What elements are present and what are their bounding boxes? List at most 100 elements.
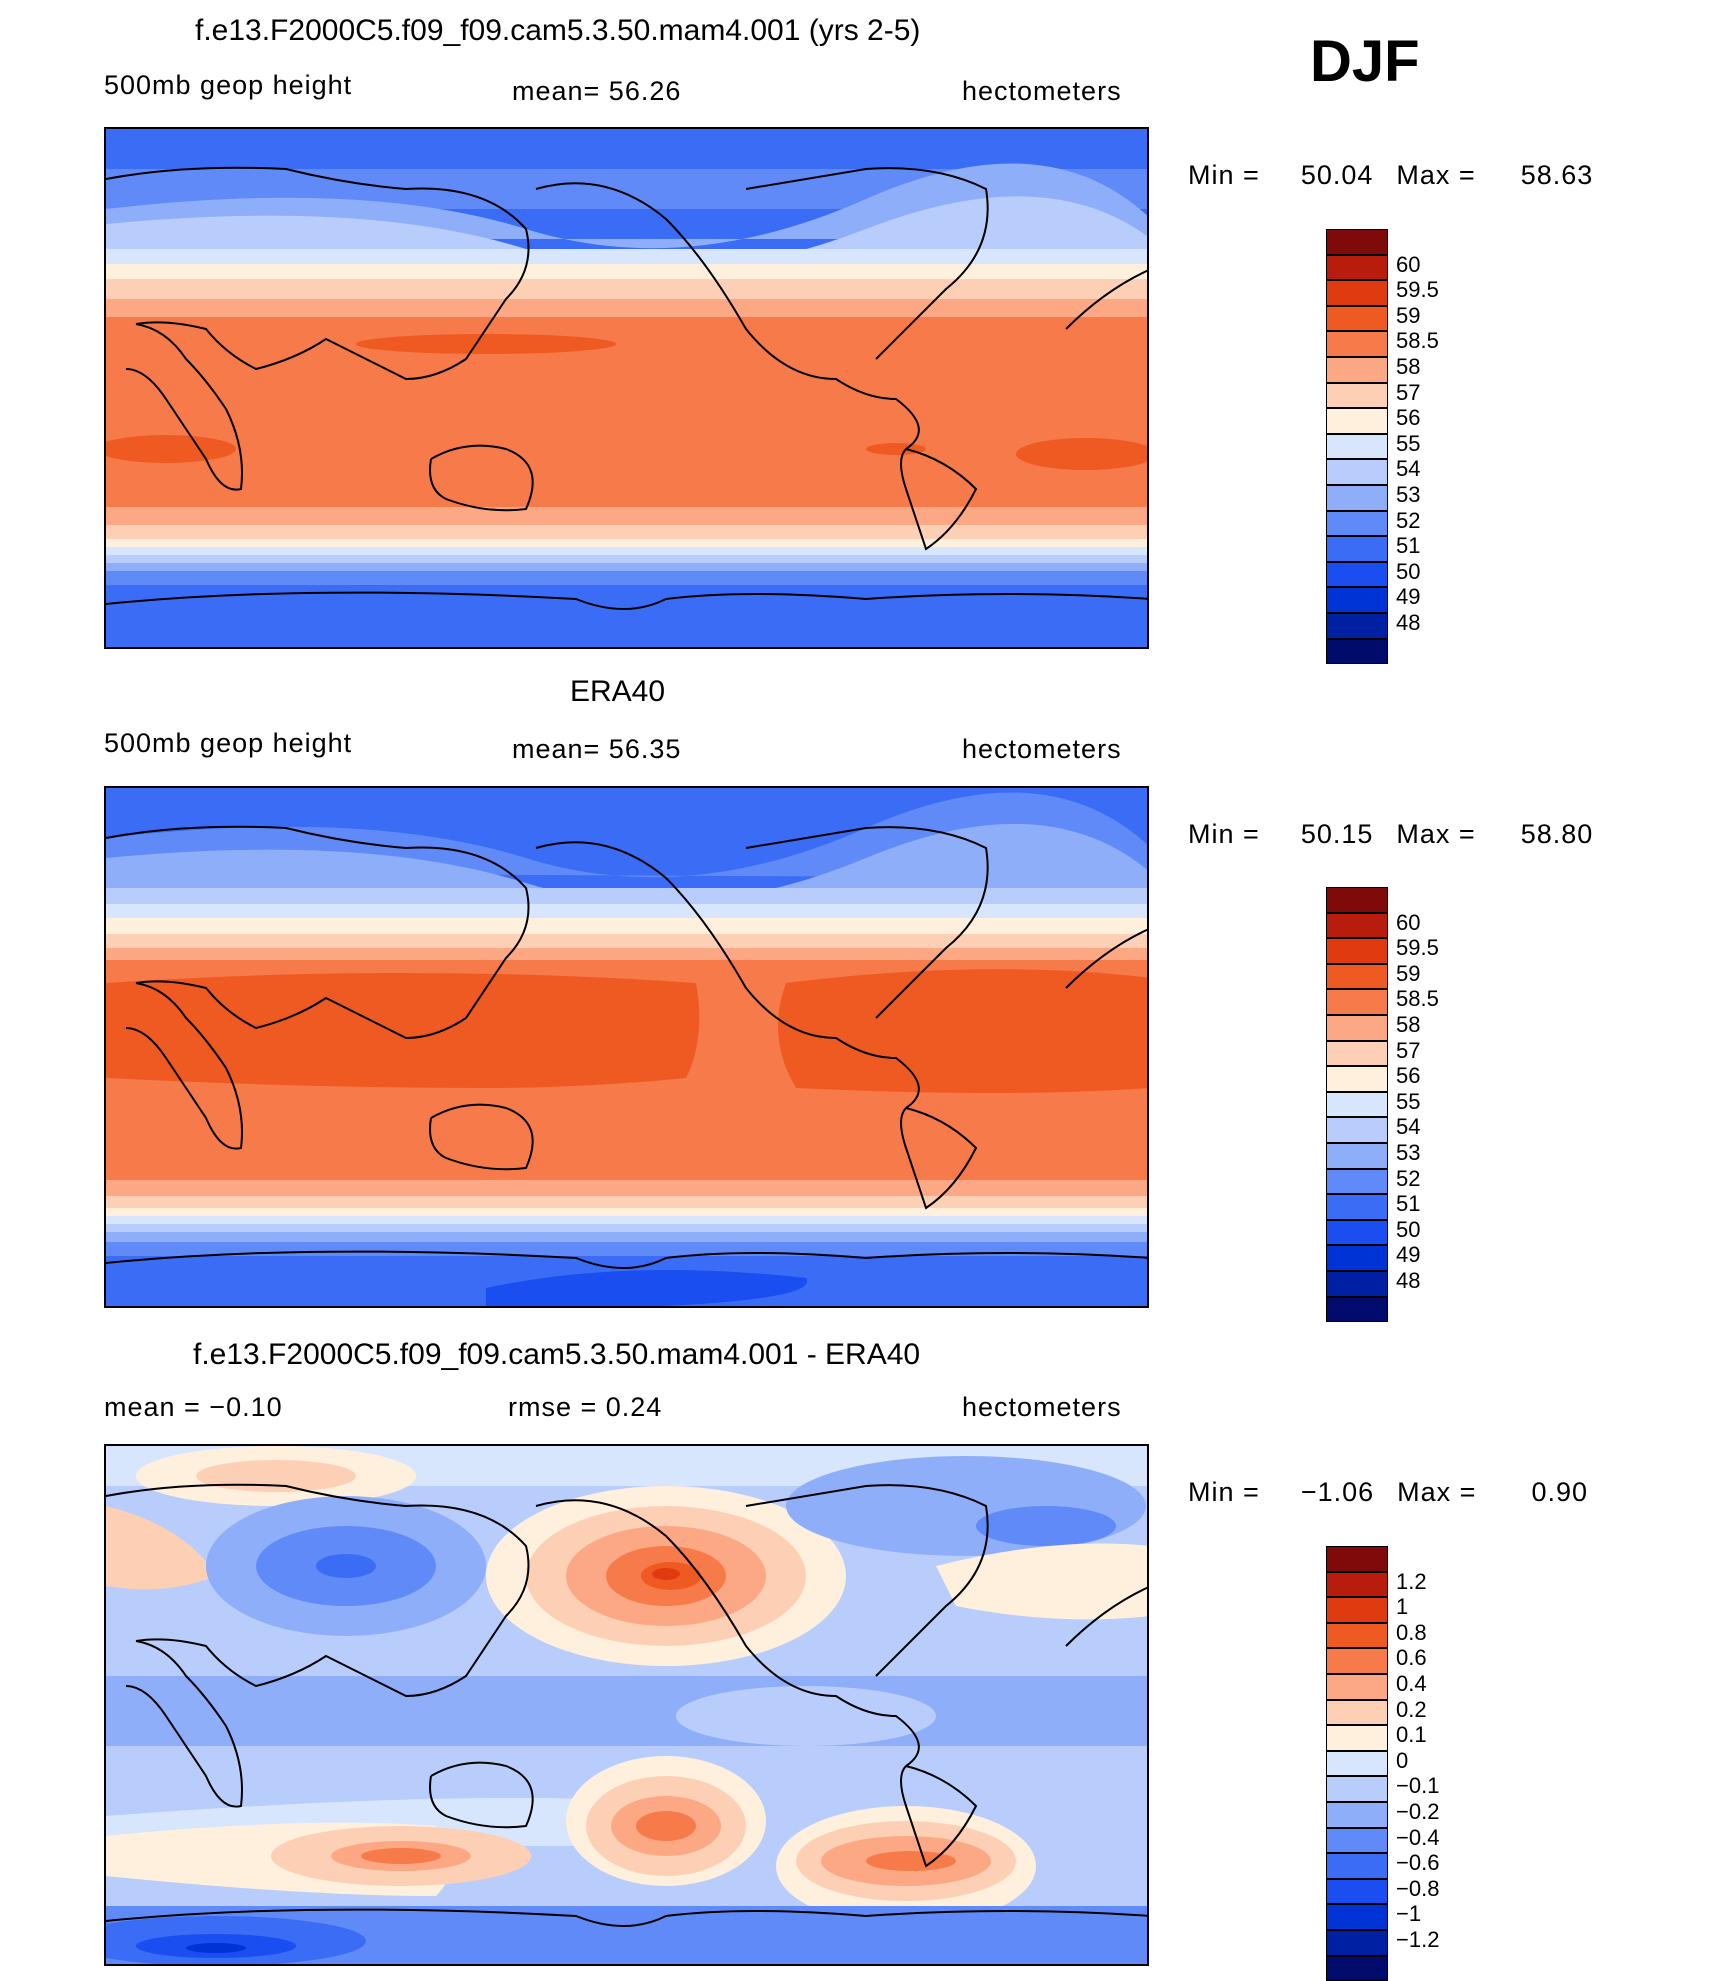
panel-1-max-label: Max = [1396, 160, 1476, 190]
colorbar-tick-label: 58 [1396, 354, 1421, 379]
panel-1-map [104, 127, 1149, 649]
colorbar-tick-label: 0 [1396, 1747, 1409, 1773]
colorbar-swatch [1326, 1904, 1388, 1930]
colorbar-swatch [1326, 989, 1388, 1015]
panel-2-max-label: Max = [1396, 819, 1476, 849]
colorbar-tick-label: 55 [1396, 1088, 1421, 1114]
panel-2-colorbar: 60 59.5 59 58.5 58 57 56 55 54 53 52 51 50 49 48 [1326, 887, 1439, 1323]
colorbar-swatch [1326, 408, 1388, 434]
colorbar-tick-label: 49 [1396, 1242, 1421, 1268]
panel-1-title: f.e13.F2000C5.f09_f09.cam5.3.50.mam4.001… [195, 14, 921, 47]
colorbar-tick-label: 49 [1396, 584, 1421, 610]
panel-2-variable-label: 500mb geop height [104, 728, 353, 758]
colorbar-swatch [1326, 1802, 1388, 1828]
panel-3-minmax: Min = −1.06 Max = 0.90 [1188, 1477, 1588, 1508]
panel-2-minmax: Min = 50.15 Max = 58.80 [1188, 819, 1593, 850]
colorbar-tick-label: 53 [1396, 482, 1421, 507]
colorbar-tick-label: −0.4 [1396, 1824, 1440, 1850]
colorbar-swatch [1326, 1725, 1388, 1751]
colorbar-tick-label: 51 [1396, 1191, 1421, 1217]
colorbar-swatch [1326, 485, 1388, 511]
colorbar-swatch [1326, 1930, 1388, 1956]
colorbar-swatch [1326, 1750, 1388, 1777]
colorbar-swatch [1326, 1117, 1388, 1143]
colorbar-tick-label: 48 [1396, 1268, 1421, 1293]
colorbar-swatch [1326, 963, 1388, 990]
colorbar-swatch [1326, 1296, 1388, 1323]
colorbar-swatch [1326, 638, 1388, 665]
panel-1-minmax: Min = 50.04 Max = 58.63 [1188, 160, 1593, 191]
colorbar-tick-label: 52 [1396, 1165, 1421, 1191]
panel-3-min-label: Min = [1188, 1477, 1260, 1507]
colorbar-swatch [1326, 305, 1388, 332]
colorbar-swatch [1326, 1776, 1388, 1802]
colorbar-tick-label: 53 [1396, 1140, 1421, 1165]
colorbar-swatch [1326, 1091, 1388, 1118]
colorbar-swatch [1326, 938, 1388, 964]
panel-2-mean-label: mean= 56.35 [512, 734, 682, 764]
colorbar-swatch [1326, 561, 1388, 588]
panel-3-max-label: Max = [1397, 1477, 1477, 1507]
colorbar-tick-label: 58.5 [1396, 328, 1439, 354]
colorbar-swatch [1326, 1853, 1388, 1879]
panel-3-title: f.e13.F2000C5.f09_f09.cam5.3.50.mam4.001… [193, 1338, 921, 1371]
colorbar-swatch [1326, 1571, 1388, 1598]
colorbar-tick-label: 59.5 [1396, 277, 1439, 303]
panel-1-colorbar: 60 59.5 59 58.5 58 57 56 55 54 53 52 51 50 49 48 [1326, 229, 1439, 665]
colorbar-swatch [1326, 1168, 1388, 1195]
colorbar-swatch [1326, 1143, 1388, 1169]
panel-3-mean-label: mean = −0.10 [104, 1392, 283, 1422]
colorbar-tick-label: −0.6 [1396, 1850, 1440, 1876]
colorbar-swatch [1326, 331, 1388, 357]
panel-3-colorbar: 1.2 1 0.8 0.6 0.4 0.2 0.1 0 −0.1 −0.2 −0.4 −0.6 −0.8… [1326, 1546, 1439, 1981]
colorbar-swatch [1326, 1245, 1388, 1271]
colorbar-tick-label: 58.5 [1396, 986, 1439, 1012]
colorbar-tick-label: 59 [1396, 960, 1421, 986]
colorbar-swatch [1326, 1878, 1388, 1905]
colorbar-tick-label: 57 [1396, 379, 1421, 405]
season-label: DJF [1310, 29, 1420, 94]
colorbar-swatch [1326, 1271, 1388, 1297]
colorbar-tick-label: 0.2 [1396, 1696, 1427, 1722]
colorbar-tick-label: 1.2 [1396, 1568, 1427, 1594]
colorbar-swatch [1326, 1622, 1388, 1649]
panel-1-units-label: hectometers [962, 76, 1122, 106]
panel-1-contour-field [106, 129, 1147, 647]
colorbar-tick-label: 0.4 [1396, 1671, 1427, 1696]
colorbar-tick-label: 59.5 [1396, 935, 1439, 961]
colorbar-tick-label: 1 [1396, 1594, 1409, 1620]
panel-3-units-label: hectometers [962, 1392, 1122, 1422]
panel-1-max-value: 58.63 [1520, 160, 1594, 190]
panel-2-min-value: 50.15 [1300, 819, 1374, 849]
panel-3-coastlines [106, 1483, 1147, 1927]
colorbar-tick-label: 60 [1396, 251, 1421, 277]
colorbar-swatch [1326, 1674, 1388, 1700]
colorbar-swatch [1326, 1040, 1388, 1067]
colorbar-swatch [1326, 613, 1388, 639]
colorbar-tick-label: −0.8 [1396, 1875, 1440, 1901]
colorbar-swatch [1326, 510, 1388, 537]
colorbar-tick-label: −0.2 [1396, 1799, 1440, 1824]
colorbar-tick-label: 50 [1396, 1216, 1421, 1242]
colorbar-tick-label: 48 [1396, 610, 1421, 635]
panel-2-units-label: hectometers [962, 734, 1122, 764]
panel-1-coastlines [106, 166, 1147, 610]
colorbar-swatch [1326, 280, 1388, 306]
colorbar-tick-label: 52 [1396, 507, 1421, 533]
panel-3-min-value: −1.06 [1300, 1477, 1375, 1507]
panel-1-min-label: Min = [1188, 160, 1260, 190]
colorbar-swatch [1326, 1194, 1388, 1220]
colorbar-tick-label: 54 [1396, 456, 1421, 482]
colorbar-swatch [1326, 1015, 1388, 1041]
colorbar-tick-label: 54 [1396, 1114, 1421, 1140]
colorbar-swatch [1326, 536, 1388, 562]
colorbar-swatch [1326, 1597, 1388, 1623]
colorbar-tick-label: 0.6 [1396, 1645, 1427, 1671]
colorbar-swatch [1326, 1699, 1388, 1726]
colorbar-swatch [1326, 254, 1388, 281]
colorbar-tick-label: 56 [1396, 405, 1421, 431]
colorbar-tick-label: 50 [1396, 558, 1421, 584]
panel-2-contour-field [106, 788, 1147, 1306]
colorbar-swatch [1326, 1219, 1388, 1246]
colorbar-tick-label: 58 [1396, 1012, 1421, 1037]
